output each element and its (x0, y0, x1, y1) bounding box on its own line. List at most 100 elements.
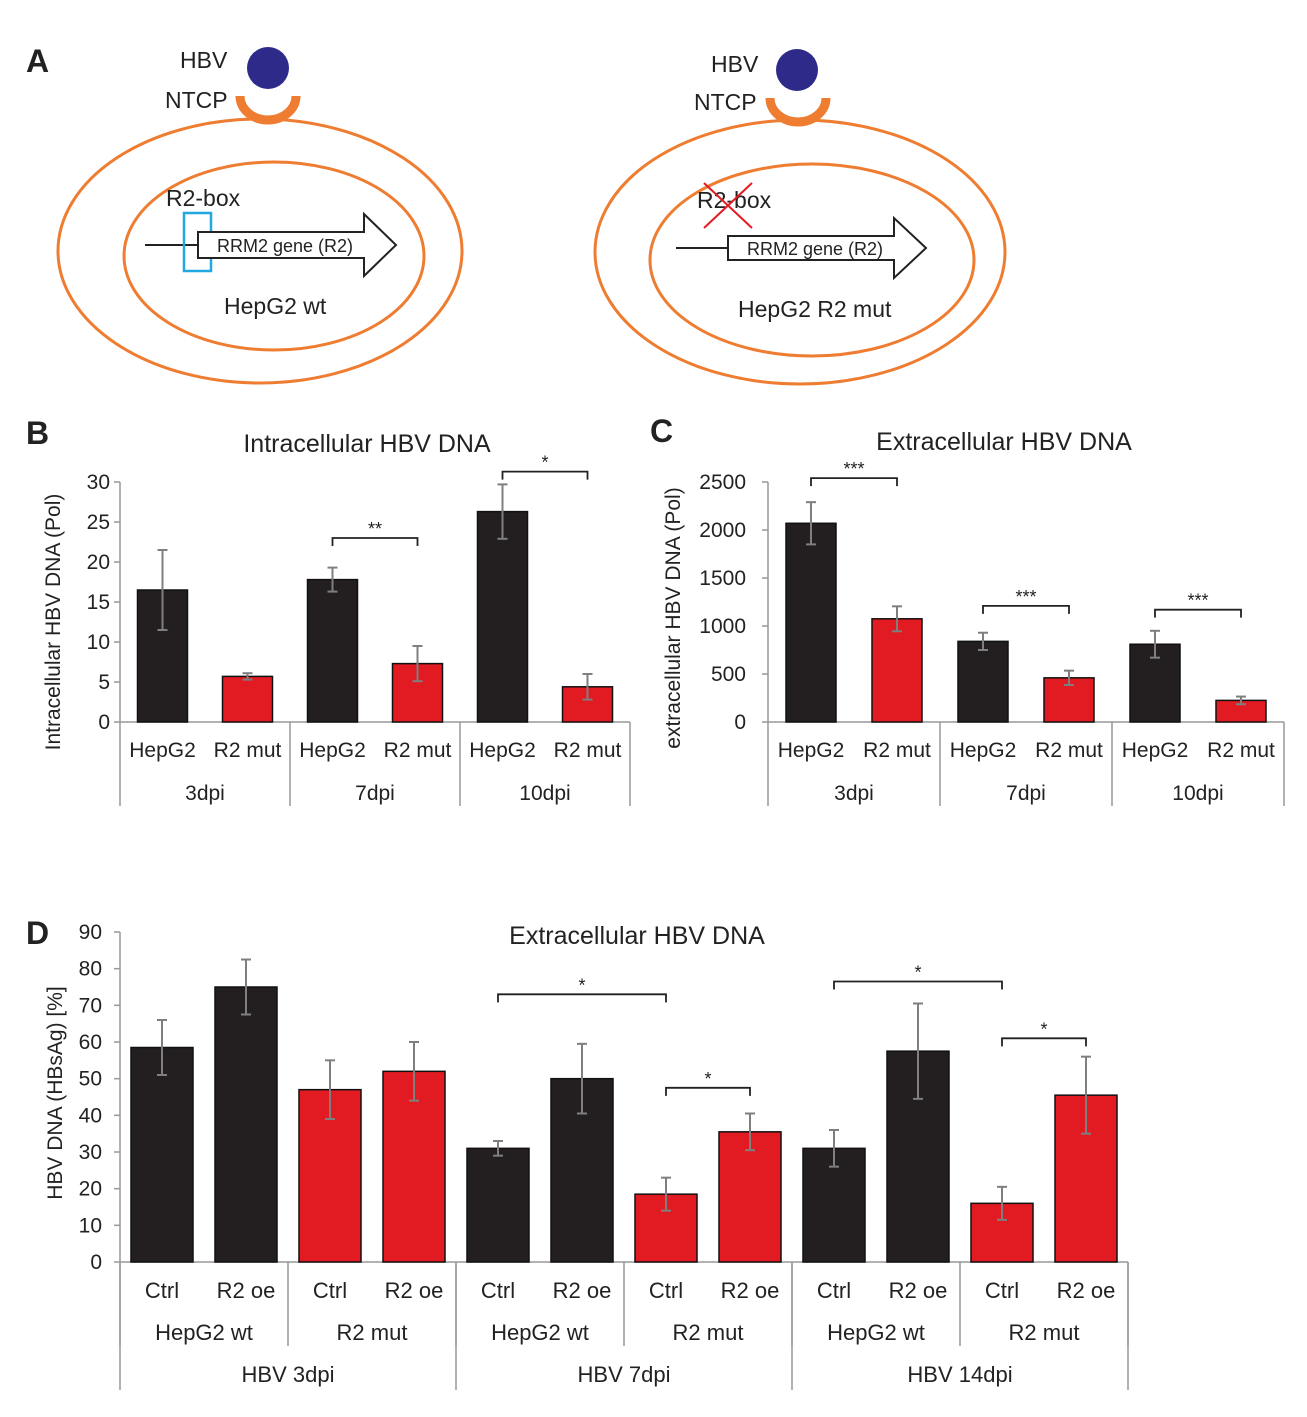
significance-bracket (833, 980, 1003, 990)
x-group-label: HBV 3dpi (242, 1362, 335, 1387)
x-group-label: 7dpi (355, 782, 395, 805)
y-axis-label: extracellular HBV DNA (Pol) (662, 487, 685, 748)
x-category-label: HepG2 (1122, 739, 1189, 762)
x-group-label: 3dpi (185, 782, 225, 805)
significance-label: * (1040, 1019, 1047, 1039)
x-subgroup-label: HepG2 wt (155, 1320, 253, 1345)
x-category-label: HepG2 (950, 739, 1017, 762)
y-tick-label: 0 (90, 1251, 102, 1274)
y-tick-label: 20 (87, 551, 110, 574)
x-category-label: Ctrl (649, 1278, 683, 1303)
y-tick-label: 80 (79, 958, 102, 981)
significance-label: *** (1015, 587, 1036, 607)
y-axis-label: Intracellular HBV DNA (Pol) (42, 494, 65, 751)
chart-title: Intracellular HBV DNA (243, 430, 491, 458)
x-category-label: HepG2 (469, 739, 536, 762)
cell-line-label: HepG2 wt (224, 293, 327, 319)
y-tick-label: 40 (79, 1104, 102, 1127)
nucleus-membrane (648, 162, 976, 358)
bar (561, 686, 614, 723)
chart-panel-c: C Extracellular HBV DNA extracellular HB… (650, 413, 1285, 806)
chart-panel-b: B Intracellular HBV DNA Intracellular HB… (26, 415, 631, 806)
hbv-particle-icon (776, 49, 818, 91)
cell-membrane (56, 117, 464, 385)
x-subgroup-label: R2 mut (1009, 1320, 1080, 1345)
ntcp-label: NTCP (694, 89, 757, 115)
cell-line-label: HepG2 R2 mut (738, 296, 892, 322)
significance-bracket (810, 477, 898, 487)
ntcp-receptor-icon (765, 97, 831, 127)
x-group-label: HBV 14dpi (907, 1362, 1012, 1387)
x-subgroup-label: HepG2 wt (827, 1320, 925, 1345)
panel-c-letter: C (650, 413, 673, 449)
x-category-label: R2 oe (1057, 1278, 1116, 1303)
cell-membrane (593, 118, 1007, 386)
y-tick-label: 10 (79, 1214, 102, 1237)
x-category-label: HepG2 (129, 739, 196, 762)
panel-d-letter: D (26, 915, 49, 951)
y-tick-label: 15 (87, 591, 110, 614)
y-tick-label: 30 (87, 471, 110, 494)
cell-wt: HBV NTCP R2-box RRM2 gene (R2) HepG2 wt (56, 47, 464, 385)
bar (476, 510, 529, 723)
significance-label: * (704, 1069, 711, 1089)
y-tick-label: 25 (87, 511, 110, 534)
chart-title: Extracellular HBV DNA (876, 428, 1132, 456)
ntcp-receptor-icon (235, 95, 301, 125)
y-tick-label: 2500 (699, 471, 746, 494)
bar (306, 578, 359, 723)
cell-mut: HBV NTCP R2-box RRM2 gene (R2) HepG2 R2 … (593, 49, 1007, 386)
significance-label: * (541, 453, 548, 473)
bar (130, 1046, 194, 1263)
deletion-cross-icon (703, 182, 753, 229)
x-category-label: R2 oe (217, 1278, 276, 1303)
x-group-label: 3dpi (834, 782, 874, 805)
x-category-label: R2 oe (385, 1278, 444, 1303)
y-tick-label: 10 (87, 631, 110, 654)
y-axis-label: HBV DNA (HBsAg) [%] (44, 986, 67, 1200)
hbv-particle-icon (247, 47, 289, 89)
significance-bracket (1154, 608, 1242, 618)
significance-label: *** (1187, 591, 1208, 611)
ntcp-label: NTCP (165, 87, 228, 113)
x-category-label: R2 oe (721, 1278, 780, 1303)
chart-title: Extracellular HBV DNA (509, 922, 765, 950)
y-tick-label: 50 (79, 1068, 102, 1091)
significance-bracket (497, 993, 667, 1003)
gene-label: RRM2 gene (R2) (747, 239, 883, 259)
bar (550, 1077, 614, 1263)
x-group-label: 7dpi (1006, 782, 1046, 805)
r2-box-label: R2-box (166, 185, 241, 211)
significance-bracket (1001, 1037, 1087, 1047)
y-tick-label: 5 (98, 671, 110, 694)
x-category-label: HepG2 (299, 739, 366, 762)
y-tick-label: 60 (79, 1031, 102, 1054)
y-tick-label: 1000 (699, 615, 746, 638)
bar (382, 1070, 446, 1263)
chart-panel-d: D Extracellular HBV DNA HBV DNA (HBsAg) … (26, 915, 1129, 1390)
gene-arrow-icon (727, 215, 928, 281)
bar (785, 522, 837, 723)
significance-bracket (331, 537, 419, 546)
x-category-label: R2 mut (384, 739, 452, 762)
x-group-label: HBV 7dpi (578, 1362, 671, 1387)
significance-label: *** (843, 459, 864, 479)
x-category-label: Ctrl (145, 1278, 179, 1303)
x-category-label: Ctrl (817, 1278, 851, 1303)
y-tick-label: 1500 (699, 567, 746, 590)
x-category-label: Ctrl (313, 1278, 347, 1303)
bar (957, 640, 1009, 723)
x-category-label: Ctrl (985, 1278, 1019, 1303)
x-category-label: R2 mut (1207, 739, 1275, 762)
significance-label: * (578, 975, 585, 995)
y-tick-label: 500 (711, 663, 746, 686)
x-category-label: R2 mut (1035, 739, 1103, 762)
x-category-label: R2 oe (889, 1278, 948, 1303)
y-tick-label: 70 (79, 994, 102, 1017)
y-tick-label: 90 (79, 921, 102, 944)
significance-bracket (665, 1086, 751, 1096)
significance-bracket (501, 470, 589, 480)
hbv-label: HBV (180, 47, 228, 73)
panel-a-letter: A (26, 43, 49, 79)
significance-label: ** (368, 519, 382, 539)
